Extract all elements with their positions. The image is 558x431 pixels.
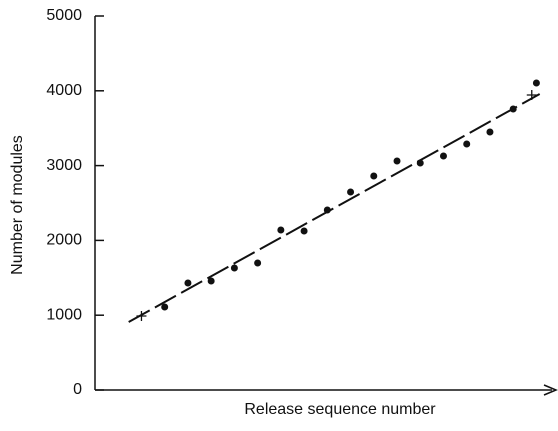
data-point: [509, 105, 517, 113]
data-point: [532, 79, 540, 87]
y-tick-label: 2000: [46, 232, 82, 249]
data-point: [439, 152, 447, 160]
data-point: [393, 157, 401, 165]
fit-point: [136, 311, 147, 322]
data-point: [416, 159, 424, 167]
data-point: [300, 227, 308, 235]
y-axis-label: Number of modules: [9, 135, 26, 275]
data-point: [230, 264, 238, 272]
x-axis-label: Release sequence number: [244, 401, 436, 418]
data-point: [486, 128, 494, 136]
data-point: [463, 140, 471, 148]
data-point: [207, 277, 215, 285]
x-axis-arrow: [543, 384, 558, 396]
y-tick-label: 0: [73, 381, 82, 398]
data-point: [254, 259, 262, 267]
y-tick-label: 5000: [46, 7, 82, 24]
y-tick-label: 4000: [46, 82, 82, 99]
data-point: [370, 172, 378, 180]
data-point: [347, 188, 355, 196]
data-point: [323, 206, 331, 214]
data-point: [277, 226, 285, 234]
y-tick-label: 3000: [46, 157, 82, 174]
fit-line: [128, 93, 541, 323]
fit-point: [526, 89, 537, 100]
y-tick-label: 1000: [46, 306, 82, 323]
data-point: [184, 279, 192, 287]
data-point: [161, 303, 169, 311]
